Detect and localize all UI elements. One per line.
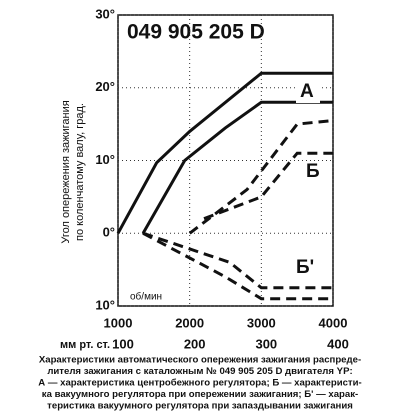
- annotation-box: [292, 257, 316, 279]
- line: [188, 119, 334, 235]
- x-tick-label: 2000: [175, 315, 204, 330]
- caption-line: ка вакуумного регулятора при опережении …: [42, 389, 358, 400]
- x-tick-label: 1000: [104, 315, 133, 330]
- annotation: Б: [306, 161, 320, 182]
- x-tick-label: 4000: [319, 315, 348, 330]
- x2-axis-title: мм рт. ст.: [60, 339, 110, 351]
- annotation: Б': [296, 257, 314, 278]
- chart-title: 049 905 205 D: [127, 21, 265, 44]
- y-tick-label: 10°: [95, 297, 115, 312]
- y-tick-label: 20°: [95, 79, 115, 94]
- line: [116, 71, 333, 235]
- y-tick-label: 10°: [95, 152, 115, 167]
- line: [203, 151, 333, 221]
- line: [141, 100, 333, 235]
- annotation-box: [296, 81, 320, 103]
- y-tick-label: 0°: [103, 225, 115, 240]
- caption-line: А — характеристика центробежного регулят…: [38, 378, 361, 389]
- x-tick-label: 3000: [247, 315, 276, 330]
- x2-tick-label: 300: [255, 336, 277, 351]
- x2-tick-label: 100: [112, 336, 134, 351]
- line: [142, 231, 333, 290]
- caption-line: лителя зажигания с каталожным № 049 905 …: [47, 366, 352, 377]
- x-axis-title: об/мин: [130, 291, 162, 303]
- y-axis-title: по коленчатому валу, град.: [74, 103, 86, 241]
- title-box: [122, 20, 262, 46]
- x2-tick-label: 200: [184, 336, 206, 351]
- y-axis-title: Угол опережения зажигания: [60, 100, 72, 243]
- x2-tick-label: 400: [327, 336, 349, 351]
- caption-line: теристика вакуумного регулятора при запа…: [47, 401, 353, 412]
- line: [142, 231, 333, 301]
- caption-line: Характеристики автоматического опережени…: [39, 355, 361, 366]
- annotation-box: [302, 161, 326, 183]
- annotation: А: [300, 81, 314, 102]
- y-tick-label: 30°: [95, 6, 115, 21]
